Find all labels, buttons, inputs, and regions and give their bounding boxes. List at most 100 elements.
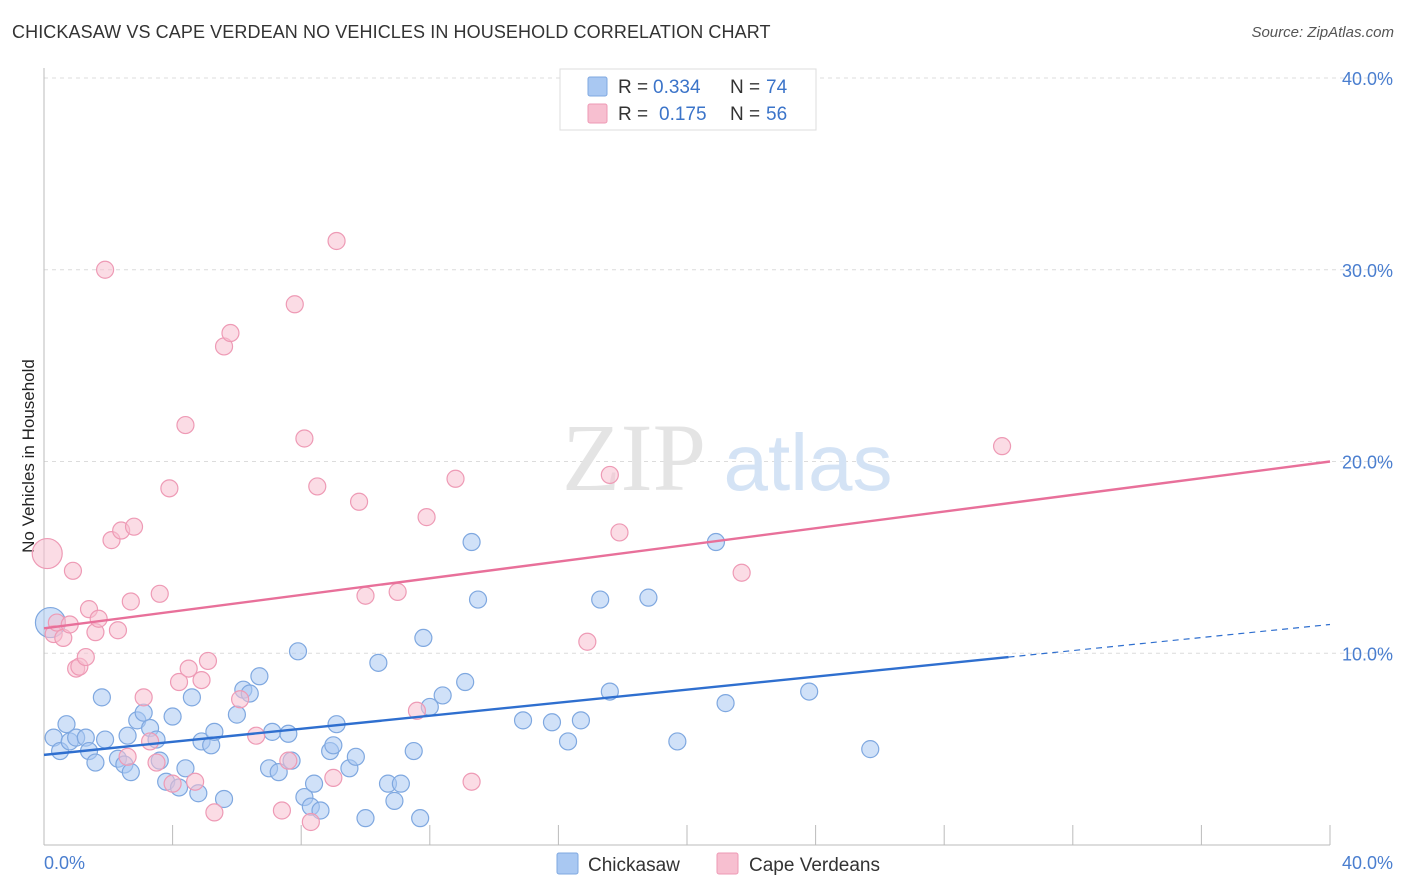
point-cape-verdeans-31	[205, 803, 224, 822]
point-chickasaw-23	[176, 759, 195, 778]
point-chickasaw-64	[558, 732, 578, 751]
point-chickasaw-54	[404, 741, 423, 761]
watermark: ZIP atlas	[562, 404, 892, 511]
series-chickasaw-points	[34, 532, 880, 828]
trend-line-dashed-chickasaw	[1008, 623, 1331, 658]
point-cape-verdeans-25	[169, 672, 189, 692]
point-chickasaw-21	[163, 707, 182, 726]
point-cape-verdeans-29	[192, 670, 211, 690]
legend-n-label-1: N =	[730, 104, 760, 125]
point-chickasaw-9	[92, 688, 111, 707]
point-chickasaw-45	[324, 736, 343, 755]
point-chickasaw-14	[121, 763, 140, 782]
point-chickasaw-63	[542, 713, 562, 732]
point-cape-verdeans-19	[134, 688, 153, 707]
point-cape-verdeans-49	[446, 469, 465, 488]
point-cape-verdeans-8	[76, 647, 95, 667]
point-chickasaw-50	[369, 653, 388, 672]
x-tick-labels: 0.0% 40.0%	[44, 853, 1393, 873]
point-cape-verdeans-18	[124, 517, 144, 536]
point-chickasaw-29	[214, 789, 234, 809]
point-cape-verdeans-23	[160, 479, 179, 498]
point-cape-verdeans-37	[279, 751, 298, 770]
point-cape-verdeans-40	[301, 812, 320, 832]
point-cape-verdeans-0	[31, 537, 63, 570]
y-tick-label-2: 30.0%	[1342, 261, 1393, 281]
point-cape-verdeans-17	[121, 592, 140, 611]
point-cape-verdeans-46	[388, 582, 407, 601]
y-tick-label-0: 10.0%	[1342, 644, 1393, 664]
point-cape-verdeans-21	[147, 753, 166, 772]
point-cape-verdeans-30	[198, 651, 218, 671]
point-cape-verdeans-52	[600, 465, 619, 485]
watermark-atlas: atlas	[724, 418, 893, 507]
point-chickasaw-37	[279, 724, 298, 743]
point-chickasaw-33	[250, 667, 269, 686]
point-chickasaw-48	[346, 747, 365, 766]
point-chickasaw-10	[95, 730, 115, 749]
legend-r-label-0: R =	[618, 77, 648, 98]
point-cape-verdeans-45	[356, 586, 375, 605]
point-cape-verdeans-51	[578, 632, 597, 651]
legend-n-value-1: 56	[766, 104, 787, 125]
legend-r-label-1: R =	[618, 104, 648, 125]
point-chickasaw-53	[391, 774, 410, 793]
bottom-legend-swatch-cape-verdeans	[716, 852, 739, 875]
point-chickasaw-30	[227, 705, 246, 724]
point-cape-verdeans-33	[221, 323, 240, 343]
point-chickasaw-73	[861, 740, 880, 759]
point-chickasaw-59	[456, 672, 475, 692]
y-tick-label-3: 40.0%	[1342, 69, 1393, 89]
point-chickasaw-24	[182, 688, 201, 707]
point-chickasaw-8	[86, 753, 105, 772]
point-chickasaw-65	[571, 711, 591, 730]
point-cape-verdeans-43	[327, 231, 346, 251]
point-chickasaw-62	[513, 711, 533, 730]
bottom-legend: Chickasaw Cape Verdeans	[556, 852, 880, 876]
point-chickasaw-68	[639, 588, 658, 607]
point-cape-verdeans-53	[610, 523, 629, 542]
point-chickasaw-66	[591, 590, 610, 609]
bottom-legend-label-chickasaw: Chickasaw	[588, 855, 680, 876]
point-chickasaw-61	[468, 590, 488, 609]
point-cape-verdeans-55	[992, 437, 1012, 456]
point-chickasaw-67	[600, 682, 619, 701]
grid-lines	[44, 77, 1392, 654]
axes	[43, 68, 1331, 846]
point-cape-verdeans-41	[308, 477, 327, 496]
bottom-legend-label-cape-verdeans: Cape Verdeans	[749, 855, 880, 876]
point-cape-verdeans-26	[176, 415, 195, 435]
point-chickasaw-72	[800, 682, 819, 701]
point-cape-verdeans-11	[89, 609, 108, 628]
point-chickasaw-49	[356, 809, 375, 828]
point-cape-verdeans-50	[462, 772, 481, 791]
point-cape-verdeans-5	[63, 561, 83, 580]
point-cape-verdeans-44	[349, 492, 369, 511]
series-cape-verdeans-points	[31, 231, 1012, 832]
point-cape-verdeans-47	[407, 701, 427, 720]
legend-swatch-cape-verdeans	[587, 103, 608, 124]
point-cape-verdeans-12	[95, 260, 115, 279]
point-cape-verdeans-36	[272, 801, 292, 820]
point-chickasaw-16	[134, 703, 153, 722]
x-tick-label-1: 40.0%	[1342, 853, 1393, 873]
point-cape-verdeans-54	[732, 563, 751, 582]
chart-title: CHICKASAW VS CAPE VERDEAN NO VEHICLES IN…	[12, 22, 771, 42]
legend: R = 0.334 N = 74 R = 0.175 N = 56	[559, 68, 817, 131]
point-cape-verdeans-28	[186, 772, 205, 791]
watermark-zip: ZIP	[562, 404, 706, 511]
point-chickasaw-52	[385, 791, 404, 810]
source-attribution: Source: ZipAtlas.com	[1251, 24, 1394, 41]
point-chickasaw-42	[304, 774, 324, 793]
legend-r-value-0: 0.334	[653, 77, 701, 98]
legend-r-value-1: 0.175	[659, 104, 707, 125]
point-chickasaw-71	[716, 694, 735, 713]
point-cape-verdeans-14	[108, 621, 128, 640]
point-cape-verdeans-48	[417, 508, 436, 527]
point-cape-verdeans-39	[295, 429, 314, 448]
trend-line-chickasaw	[43, 655, 1009, 757]
point-cape-verdeans-35	[247, 726, 266, 745]
y-axis-title: No Vehicles in Household	[19, 359, 38, 553]
y-tick-labels: 10.0% 20.0% 30.0% 40.0%	[1342, 69, 1393, 664]
